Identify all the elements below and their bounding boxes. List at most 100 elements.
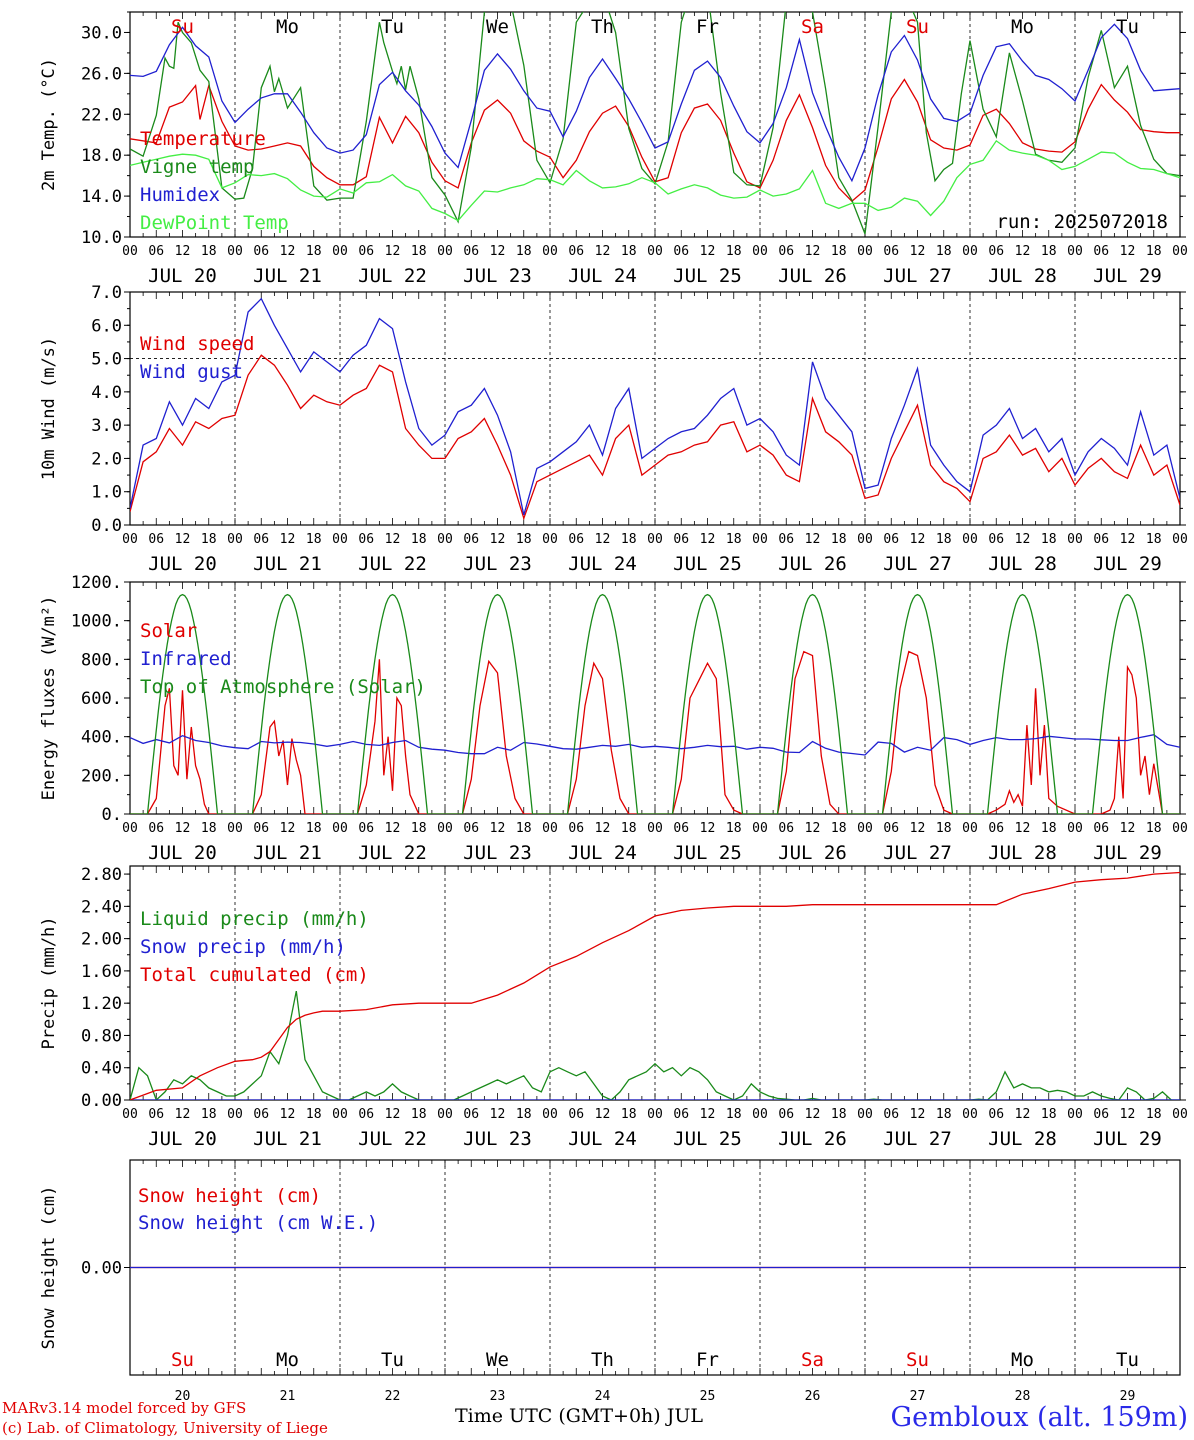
hour-tick-label: 06	[568, 244, 584, 259]
hour-tick-label: 06	[673, 1107, 689, 1122]
hour-tick-label: 12	[910, 532, 926, 547]
chart-panel-5: 0.00 Snow height (cm) Snow height (cm) Snow…	[39, 1159, 1186, 1376]
hour-tick-label: 12	[700, 1107, 716, 1122]
hour-tick-label: 12	[700, 244, 716, 259]
y-tick-label: 1200.	[71, 573, 122, 593]
legend-entry: DewPoint Temp	[140, 212, 289, 234]
hour-tick-label: 18	[306, 1107, 322, 1122]
hour-tick-label: 18	[831, 1107, 847, 1122]
hour-tick-label: 06	[883, 821, 899, 836]
weekday-label-top: Tu	[1116, 16, 1139, 38]
y-tick-label: 400.	[81, 728, 122, 748]
hour-tick-label: 12	[280, 244, 296, 259]
series-line-total-cumulated-cm-	[130, 871, 1180, 1100]
day-number-label: 26	[805, 1389, 821, 1404]
hour-tick-label: 18	[726, 1107, 742, 1122]
weekday-label-bottom: Tu	[1116, 1349, 1139, 1371]
hour-tick-label: 06	[148, 244, 164, 259]
weekday-label-top: Su	[171, 16, 194, 38]
date-label: JUL 28	[988, 553, 1057, 575]
hour-tick-label: 06	[1093, 532, 1109, 547]
date-label: JUL 23	[463, 842, 532, 864]
date-label: JUL 25	[673, 1128, 742, 1150]
y-tick-label: 1000.	[71, 612, 122, 632]
hour-tick-label: 00	[1067, 244, 1083, 259]
series-line-wind-gust	[130, 297, 1180, 516]
hour-tick-label: 00	[752, 244, 768, 259]
hour-tick-label: 06	[568, 821, 584, 836]
hour-tick-label: 06	[358, 1107, 374, 1122]
weekday-label-top: Fr	[696, 16, 719, 38]
date-label: JUL 26	[778, 553, 847, 575]
hour-tick-label: 06	[778, 244, 794, 259]
hour-tick-label: 00	[542, 244, 558, 259]
weekday-label-bottom: Th	[591, 1349, 614, 1371]
hour-tick-label: 06	[253, 244, 269, 259]
legend-entry: Vigne temp	[140, 156, 254, 178]
hour-tick-label: 06	[253, 1107, 269, 1122]
date-label: JUL 20	[148, 842, 217, 864]
series-line-solar	[130, 650, 1180, 814]
y-tick-label: 800.	[81, 650, 122, 670]
weekday-label-bottom: We	[486, 1349, 509, 1371]
y-tick-label: 600.	[81, 689, 122, 709]
hour-tick-label: 00	[437, 532, 453, 547]
hour-tick-label: 00	[857, 821, 873, 836]
hour-tick-label: 06	[148, 821, 164, 836]
hour-tick-label: 12	[175, 821, 191, 836]
hour-tick-label: 00	[227, 244, 243, 259]
y-tick-label: 14.0	[81, 187, 122, 207]
hour-tick-label: 12	[805, 1107, 821, 1122]
weekday-label-bottom: Sa	[801, 1349, 824, 1371]
y-axis-label: Precip (mm/h)	[39, 916, 59, 1049]
hour-tick-label: 12	[490, 532, 506, 547]
hour-tick-label: 12	[1120, 821, 1136, 836]
hour-tick-label: 18	[411, 1107, 427, 1122]
hour-tick-label: 12	[280, 1107, 296, 1122]
hour-tick-label: 00	[857, 244, 873, 259]
date-label: JUL 22	[358, 1128, 427, 1150]
chart-panel-3: 0. 200. 400. 600. 800. 1000. 1200. Energy fluxe…	[39, 573, 1188, 864]
day-number-label: 20	[175, 1389, 191, 1404]
hour-tick-label: 06	[463, 821, 479, 836]
date-label: JUL 24	[568, 265, 637, 287]
hour-tick-label: 18	[1041, 1107, 1057, 1122]
weekday-label-top: We	[486, 16, 509, 38]
hour-tick-label: 00	[122, 1107, 138, 1122]
y-tick-label: 1.0	[91, 483, 122, 503]
hour-tick-label: 06	[778, 532, 794, 547]
hour-tick-label: 06	[148, 532, 164, 547]
y-tick-label: 0.00	[81, 1091, 122, 1111]
date-label: JUL 21	[253, 1128, 322, 1150]
date-label: JUL 21	[253, 265, 322, 287]
date-label: JUL 27	[883, 842, 952, 864]
hour-tick-label: 06	[988, 244, 1004, 259]
legend-entry: Snow precip (mm/h)	[140, 936, 346, 958]
date-label: JUL 23	[463, 1128, 532, 1150]
weekday-label-top: Tu	[381, 16, 404, 38]
date-label: JUL 28	[988, 842, 1057, 864]
day-number-label: 25	[700, 1389, 716, 1404]
hour-tick-label: 12	[910, 244, 926, 259]
hour-tick-label: 18	[411, 821, 427, 836]
location-label: Gembloux (alt. 159m)	[890, 1402, 1188, 1433]
hour-tick-label: 06	[988, 821, 1004, 836]
y-tick-label: 0.40	[81, 1059, 122, 1079]
hour-tick-label: 18	[516, 244, 532, 259]
y-tick-label: 2.0	[91, 449, 122, 469]
hour-tick-label: 00	[227, 532, 243, 547]
hour-tick-label: 18	[516, 532, 532, 547]
plot-frame	[129, 11, 1181, 238]
y-tick-label: 0.0	[91, 516, 122, 536]
hour-tick-label: 18	[201, 1107, 217, 1122]
hour-tick-label: 06	[463, 1107, 479, 1122]
y-tick-label: 3.0	[91, 416, 122, 436]
hour-tick-label: 12	[175, 244, 191, 259]
date-label: JUL 21	[253, 842, 322, 864]
y-tick-label: 0.80	[81, 1026, 122, 1046]
hour-tick-label: 12	[1015, 1107, 1031, 1122]
hour-tick-label: 06	[358, 244, 374, 259]
hour-tick-label: 00	[122, 244, 138, 259]
hour-tick-label: 18	[831, 821, 847, 836]
legend-entry: Snow height (cm W.E.)	[138, 1212, 378, 1234]
